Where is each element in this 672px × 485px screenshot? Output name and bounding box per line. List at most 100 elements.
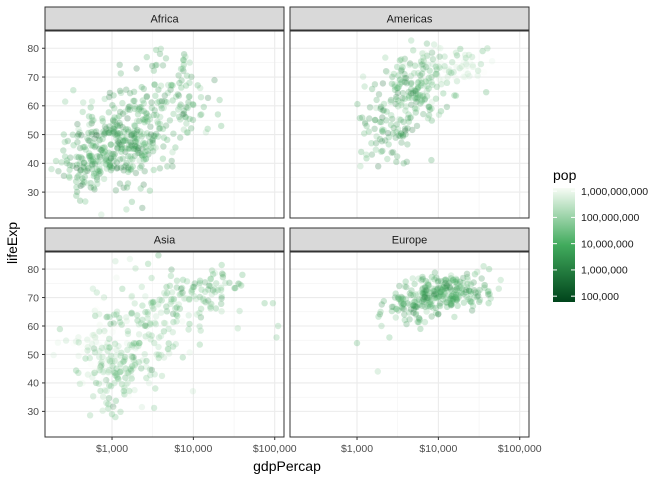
scatter-point <box>110 406 118 414</box>
scatter-point <box>141 168 148 175</box>
scatter-point <box>154 99 161 106</box>
scatter-point <box>88 131 96 138</box>
scatter-point <box>111 124 118 131</box>
scatter-point <box>460 58 468 66</box>
scatter-point <box>403 80 410 87</box>
scatter-point <box>422 289 429 296</box>
scatter-point <box>405 118 412 125</box>
scatter-point <box>63 160 71 167</box>
scatter-point <box>112 372 119 379</box>
scatter-point <box>147 131 155 138</box>
scatter-point <box>453 277 460 284</box>
scatter-point <box>383 117 390 124</box>
scatter-point <box>131 142 139 149</box>
scatter-point <box>186 295 193 302</box>
scatter-point <box>138 151 145 158</box>
scatter-point <box>106 162 114 169</box>
scatter-point <box>197 327 204 334</box>
scatter-point <box>428 79 435 86</box>
scatter-point <box>436 302 443 309</box>
scatter-point <box>138 83 145 91</box>
scatter-point <box>85 165 92 172</box>
scatter-point <box>433 83 441 91</box>
scatter-point <box>107 155 114 162</box>
scatter-point <box>176 103 183 110</box>
scatter-point <box>413 98 420 106</box>
scatter-point <box>465 51 473 59</box>
scatter-point <box>200 103 207 111</box>
scatter-point <box>394 89 401 97</box>
scatter-point <box>410 301 417 309</box>
scatter-point <box>79 108 86 116</box>
scatter-point <box>427 289 434 296</box>
scatter-point <box>422 78 429 85</box>
scatter-point <box>412 291 419 298</box>
scatter-point <box>419 302 426 310</box>
scatter-point <box>408 287 415 294</box>
scatter-point <box>394 84 401 91</box>
scatter-point <box>411 105 419 112</box>
scatter-point <box>170 295 177 303</box>
scatter-point <box>125 153 132 160</box>
scatter-point <box>207 301 214 308</box>
scatter-point <box>77 167 84 174</box>
scatter-point <box>73 188 81 196</box>
scatter-point <box>439 286 446 294</box>
scatter-point <box>120 167 127 174</box>
scatter-point <box>184 104 191 112</box>
scatter-point <box>96 152 103 159</box>
scatter-point <box>140 156 147 163</box>
scatter-point <box>193 311 201 318</box>
scatter-point <box>81 179 88 186</box>
scatter-point <box>126 103 133 110</box>
scatter-point <box>116 113 123 120</box>
scatter-point <box>485 300 492 307</box>
scatter-point <box>453 287 461 294</box>
scatter-point <box>402 278 409 285</box>
scatter-point <box>88 113 96 121</box>
scatter-point <box>108 357 116 365</box>
scatter-point <box>437 284 444 292</box>
scatter-point <box>134 107 142 114</box>
scatter-point <box>445 291 452 299</box>
scatter-point <box>231 284 238 292</box>
scatter-point <box>127 129 135 137</box>
scatter-point <box>107 162 114 170</box>
scatter-point <box>380 107 387 114</box>
scatter-point <box>434 294 441 301</box>
scatter-point <box>459 62 466 69</box>
scatter-point <box>419 289 426 297</box>
scatter-point <box>116 119 123 127</box>
scatter-point <box>430 291 438 298</box>
scatter-point <box>378 148 385 155</box>
scatter-point <box>120 137 127 144</box>
scatter-point <box>157 113 164 121</box>
scatter-point <box>100 150 107 157</box>
scatter-point <box>374 368 381 375</box>
scatter-point <box>84 135 91 142</box>
scatter-point <box>197 84 204 92</box>
scatter-point <box>111 150 119 158</box>
scatter-point <box>79 181 86 188</box>
scatter-point <box>103 343 110 350</box>
scatter-point <box>166 117 174 124</box>
scatter-point <box>125 369 132 376</box>
scatter-point <box>398 139 405 146</box>
scatter-point <box>442 277 449 284</box>
scatter-point <box>382 68 390 75</box>
scatter-point <box>476 298 483 305</box>
scatter-point <box>183 129 191 136</box>
scatter-point <box>453 297 460 304</box>
scatter-point <box>115 376 122 383</box>
scatter-point <box>456 278 464 285</box>
scatter-point <box>417 61 424 69</box>
scatter-point <box>90 142 97 149</box>
scatter-point <box>126 255 134 263</box>
scatter-point <box>140 141 147 148</box>
scatter-point <box>424 302 432 310</box>
scatter-point <box>123 134 130 142</box>
scatter-point <box>80 99 87 106</box>
scatter-point <box>164 289 171 297</box>
x-tick-label: $100,000 <box>498 443 542 455</box>
scatter-point <box>418 70 426 77</box>
